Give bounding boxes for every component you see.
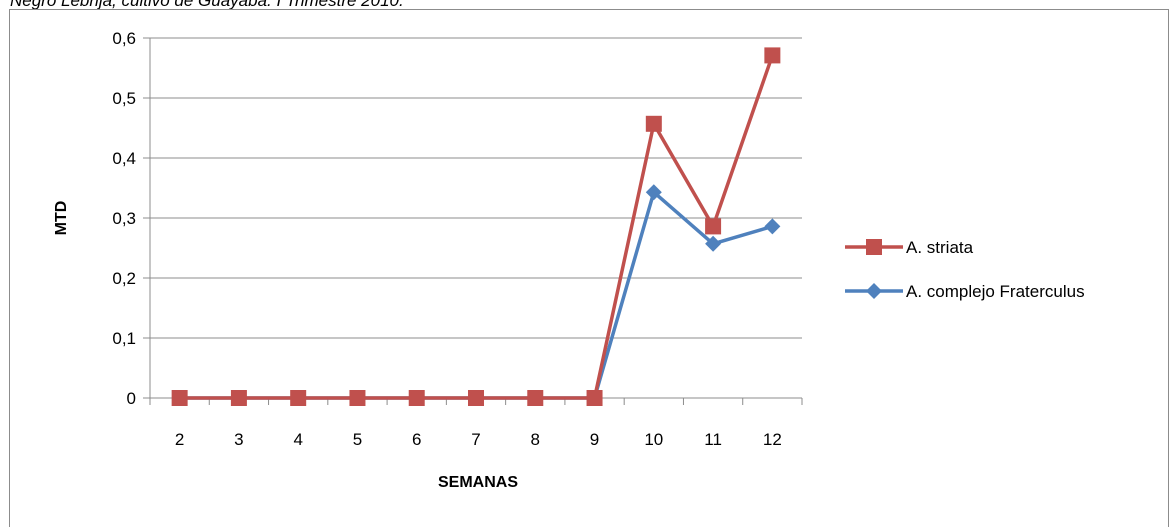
data-point-square xyxy=(527,390,544,406)
y-tick-label: 0,6 xyxy=(112,29,136,48)
data-point-diamond xyxy=(764,218,781,235)
gridlines xyxy=(150,37,802,339)
series-a-complejo-fraterculus xyxy=(171,184,781,406)
y-axis-title: MTD xyxy=(53,201,70,236)
data-point-square xyxy=(586,390,603,406)
x-tick-label: 2 xyxy=(175,430,184,449)
y-tick-label: 0,3 xyxy=(112,209,136,228)
y-tick-label: 0,1 xyxy=(112,329,136,348)
y-tick-label: 0 xyxy=(127,389,136,408)
legend-label: A. complejo Fraterculus xyxy=(906,282,1085,301)
x-tick-label: 8 xyxy=(531,430,540,449)
data-point-square xyxy=(349,390,366,406)
data-point-square xyxy=(408,390,425,406)
x-tick-label: 10 xyxy=(644,430,663,449)
data-point-diamond xyxy=(705,235,722,252)
x-axis-title: SEMANAS xyxy=(438,474,518,491)
data-point-square xyxy=(468,390,484,406)
data-point-square xyxy=(230,390,247,406)
series-line xyxy=(179,54,775,400)
x-tick-label: 12 xyxy=(763,430,782,449)
legend-item: A. complejo Fraterculus xyxy=(845,282,1085,301)
figure-caption: Negro Lebrija, cultivo de Guayaba. I Tri… xyxy=(10,0,404,10)
legend-item: A. striata xyxy=(845,238,974,257)
x-tick-label: 9 xyxy=(590,430,599,449)
x-tick-label: 3 xyxy=(234,430,243,449)
y-tick-label: 0,2 xyxy=(112,269,136,288)
series-layer xyxy=(171,47,781,406)
data-point-square xyxy=(705,218,722,235)
y-tick-label: 0,4 xyxy=(112,149,136,168)
data-point-square xyxy=(645,115,662,132)
x-tick-label: 5 xyxy=(353,430,362,449)
data-point-square xyxy=(764,47,781,64)
x-tick-label: 7 xyxy=(471,430,480,449)
legend: A. striata A. complejo Fraterculus xyxy=(845,238,1085,301)
data-point-diamond xyxy=(645,184,662,201)
x-tick-label: 4 xyxy=(293,430,302,449)
series-a-striata xyxy=(171,47,781,406)
y-tick-label: 0,5 xyxy=(112,89,136,108)
x-tick-label: 11 xyxy=(704,430,722,449)
x-tick-label: 6 xyxy=(412,430,421,449)
y-axis-ticks: 0 0,1 0,2 0,3 0,4 0,5 0,6 xyxy=(112,29,151,408)
data-point-diamond xyxy=(866,283,882,299)
data-point-square xyxy=(171,390,188,406)
series-line xyxy=(179,190,773,400)
data-point-square xyxy=(866,239,882,255)
data-point-square xyxy=(290,390,307,406)
chart-frame xyxy=(9,9,1169,527)
legend-label: A. striata xyxy=(906,238,974,257)
